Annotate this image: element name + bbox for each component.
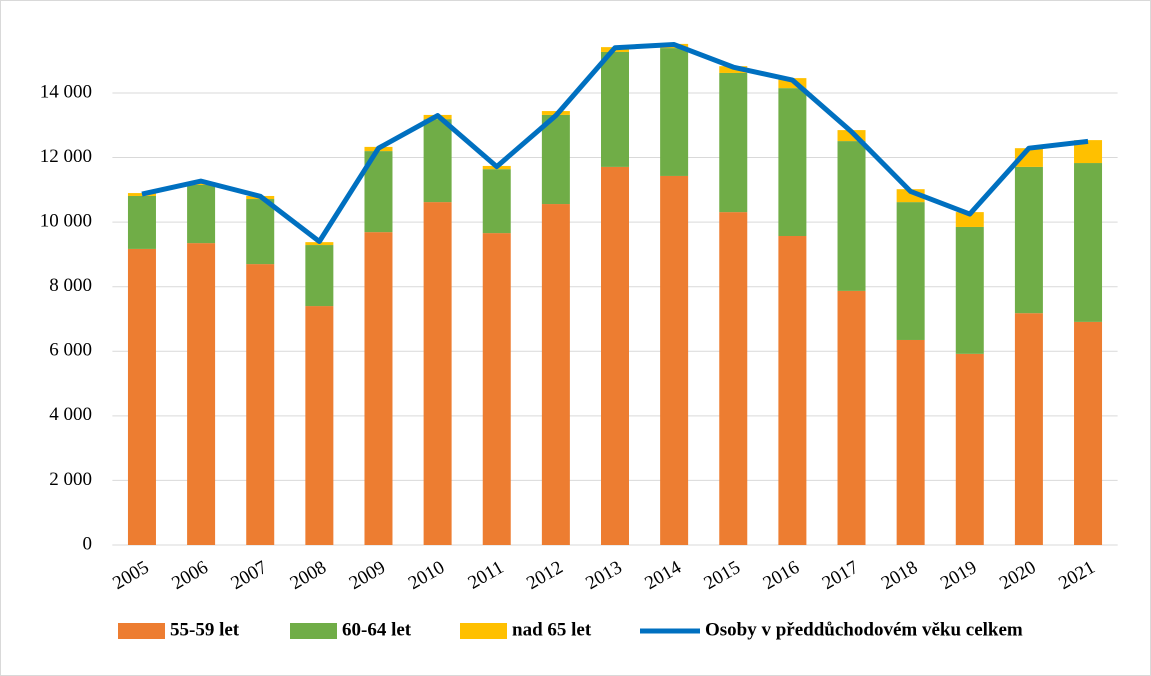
x-tick-label: 2021 bbox=[1055, 557, 1098, 594]
bar-segment bbox=[1074, 321, 1103, 545]
y-tick-label: 12 000 bbox=[40, 146, 92, 167]
bar-segment bbox=[305, 306, 334, 545]
bar-segment bbox=[837, 141, 866, 291]
x-tick-label: 2008 bbox=[287, 557, 330, 594]
y-tick-label: 2 000 bbox=[49, 469, 92, 490]
y-tick-label: 14 000 bbox=[40, 81, 92, 102]
bar-segment bbox=[955, 353, 984, 545]
legend-swatch bbox=[460, 623, 507, 639]
bar-segment bbox=[482, 233, 511, 545]
line-series bbox=[141, 42, 1089, 244]
x-tick-label: 2009 bbox=[346, 557, 389, 594]
legend-label: 55-59 let bbox=[170, 619, 240, 640]
bar-segment bbox=[955, 226, 984, 354]
bar-segment bbox=[127, 248, 156, 545]
bar-segment bbox=[1074, 163, 1103, 322]
x-tick-label: 2017 bbox=[819, 557, 862, 594]
bar-segment bbox=[660, 175, 689, 546]
x-tick-label: 2018 bbox=[878, 557, 921, 594]
bar-segment bbox=[778, 236, 807, 546]
bar-segment bbox=[1014, 166, 1043, 314]
bar-segment bbox=[246, 264, 275, 545]
x-tick-label: 2006 bbox=[168, 557, 211, 594]
y-tick-label: 4 000 bbox=[49, 404, 92, 425]
bar-segment bbox=[896, 339, 925, 545]
bar-segment bbox=[601, 51, 629, 167]
bar-segment bbox=[1074, 140, 1103, 164]
legend-label: Osoby v předdůchodovém věku celkem bbox=[705, 619, 1023, 640]
bar-segment bbox=[541, 204, 570, 545]
bar-segment bbox=[719, 212, 748, 545]
legend-swatch bbox=[118, 623, 165, 639]
bar-segment bbox=[896, 202, 925, 340]
bar-segment bbox=[127, 193, 156, 196]
bar-segment bbox=[955, 212, 984, 227]
y-tick-label: 6 000 bbox=[49, 340, 92, 361]
bar-segment bbox=[482, 169, 511, 234]
y-tick-label: 8 000 bbox=[49, 275, 92, 296]
x-tick-label: 2012 bbox=[523, 557, 566, 594]
x-tick-label: 2011 bbox=[465, 557, 508, 594]
bar-segment bbox=[778, 88, 807, 237]
x-tick-label: 2013 bbox=[582, 557, 625, 594]
bar-segment bbox=[246, 199, 275, 265]
y-tick-label: 10 000 bbox=[40, 210, 92, 231]
bar-segment bbox=[423, 119, 452, 203]
legend-label: 60-64 let bbox=[342, 619, 412, 640]
bar-segment bbox=[187, 243, 216, 545]
y-tick-label: 0 bbox=[83, 533, 93, 554]
bar-segment bbox=[601, 166, 629, 545]
bar-segment bbox=[660, 48, 689, 176]
x-tick-label: 2016 bbox=[760, 557, 803, 594]
bar-segment bbox=[305, 245, 334, 307]
bar-segment bbox=[364, 232, 393, 545]
bar-segment bbox=[1014, 313, 1043, 545]
x-tick-label: 2020 bbox=[996, 557, 1039, 594]
bar-segment bbox=[423, 202, 452, 545]
bar-segment bbox=[837, 130, 866, 142]
x-tick-label: 2010 bbox=[405, 557, 448, 594]
legend-swatch bbox=[290, 623, 337, 639]
x-tick-label: 2014 bbox=[641, 557, 685, 594]
x-tick-label: 2015 bbox=[701, 557, 744, 594]
bar-segment bbox=[127, 195, 156, 249]
x-tick-label: 2005 bbox=[109, 557, 152, 594]
bar-segment bbox=[837, 290, 866, 545]
x-tick-label: 2019 bbox=[937, 557, 980, 594]
bar-segment bbox=[187, 184, 216, 244]
bar-segment bbox=[719, 72, 748, 213]
x-tick-label: 2007 bbox=[227, 557, 270, 594]
bar-segment bbox=[541, 114, 570, 205]
legend-label: nad 65 let bbox=[512, 619, 592, 640]
